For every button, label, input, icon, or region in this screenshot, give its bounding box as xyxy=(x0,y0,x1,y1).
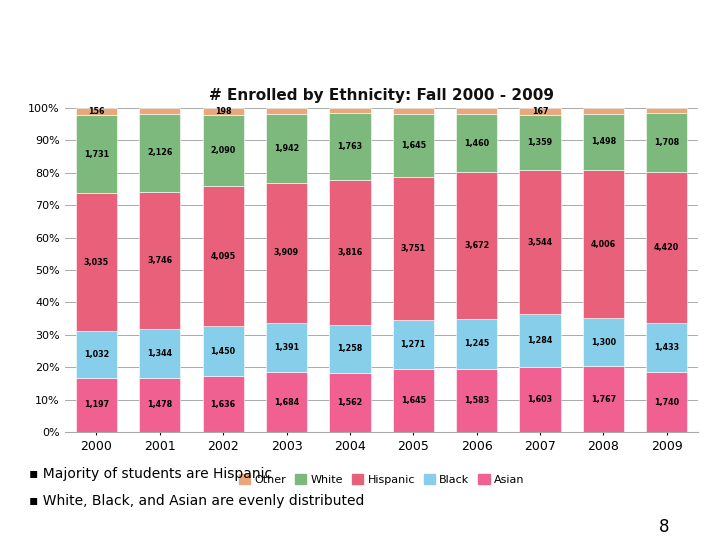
Bar xyxy=(329,325,371,373)
Bar xyxy=(456,369,498,432)
Bar xyxy=(76,193,117,331)
Bar xyxy=(202,376,244,432)
Text: 3,746: 3,746 xyxy=(148,256,172,265)
Text: 1,498: 1,498 xyxy=(590,138,616,146)
Bar xyxy=(139,378,181,432)
Text: 1,478: 1,478 xyxy=(147,401,173,409)
Text: 156: 156 xyxy=(89,107,104,116)
Bar xyxy=(392,321,434,369)
Text: 1,433: 1,433 xyxy=(654,343,679,352)
Bar xyxy=(646,113,688,172)
Bar xyxy=(456,172,498,319)
Text: 1,460: 1,460 xyxy=(464,139,489,147)
Bar xyxy=(456,319,498,369)
Bar xyxy=(139,108,181,114)
Bar xyxy=(139,192,181,329)
Text: 2,126: 2,126 xyxy=(147,148,173,157)
Text: 1,359: 1,359 xyxy=(528,138,552,147)
Bar xyxy=(519,367,561,432)
Text: 1,300: 1,300 xyxy=(591,338,616,347)
Bar xyxy=(582,318,624,367)
Bar xyxy=(329,113,371,180)
Text: 4,006: 4,006 xyxy=(591,240,616,248)
Bar xyxy=(76,115,117,193)
Bar xyxy=(202,186,244,326)
Bar xyxy=(582,170,624,318)
Text: 1,032: 1,032 xyxy=(84,350,109,359)
Bar xyxy=(519,170,561,314)
Bar xyxy=(456,108,498,114)
Bar xyxy=(329,108,371,113)
Bar xyxy=(582,108,624,114)
Bar xyxy=(329,180,371,325)
Text: 1,763: 1,763 xyxy=(338,143,362,151)
Bar xyxy=(202,115,244,186)
Text: 3,035: 3,035 xyxy=(84,258,109,267)
Bar xyxy=(646,372,688,432)
Bar xyxy=(519,115,561,170)
Text: 4,420: 4,420 xyxy=(654,243,680,252)
Text: 3,816: 3,816 xyxy=(337,248,363,257)
Bar xyxy=(139,329,181,378)
Text: 1,708: 1,708 xyxy=(654,138,680,147)
Bar xyxy=(646,172,688,323)
Text: 1,603: 1,603 xyxy=(528,395,552,404)
Text: 8: 8 xyxy=(659,518,670,536)
Text: 1,197: 1,197 xyxy=(84,400,109,409)
Text: 198: 198 xyxy=(215,107,232,116)
Bar xyxy=(646,323,688,372)
Text: 1,284: 1,284 xyxy=(527,336,553,345)
Bar xyxy=(582,114,624,170)
Text: 2,090: 2,090 xyxy=(210,146,236,155)
Text: 1,767: 1,767 xyxy=(591,395,616,404)
Bar xyxy=(266,114,307,184)
Bar xyxy=(392,177,434,321)
Text: 1,740: 1,740 xyxy=(654,397,679,407)
Bar xyxy=(76,378,117,432)
Bar xyxy=(646,108,688,113)
Bar xyxy=(266,108,307,114)
Bar xyxy=(456,114,498,172)
Text: 1,636: 1,636 xyxy=(211,400,235,409)
Text: 1,245: 1,245 xyxy=(464,339,490,348)
Text: Demographics Characteristics: Demographics Characteristics xyxy=(30,22,690,61)
Bar xyxy=(139,114,181,192)
Bar xyxy=(519,108,561,115)
Bar xyxy=(76,331,117,378)
Text: 1,258: 1,258 xyxy=(337,345,363,353)
Text: 167: 167 xyxy=(532,107,548,116)
Bar xyxy=(519,314,561,367)
Text: 1,731: 1,731 xyxy=(84,150,109,159)
Bar xyxy=(582,367,624,432)
Bar xyxy=(392,114,434,177)
Legend: Other, White, Hispanic, Black, Asian: Other, White, Hispanic, Black, Asian xyxy=(234,470,529,489)
Bar xyxy=(329,373,371,432)
Bar xyxy=(392,369,434,432)
Text: ▪ White, Black, and Asian are evenly distributed: ▪ White, Black, and Asian are evenly dis… xyxy=(29,494,364,508)
Text: 1,562: 1,562 xyxy=(337,398,363,407)
Text: 1,645: 1,645 xyxy=(401,141,426,150)
Text: 3,751: 3,751 xyxy=(401,244,426,253)
Title: # Enrolled by Ethnicity: Fall 2000 - 2009: # Enrolled by Ethnicity: Fall 2000 - 200… xyxy=(209,87,554,103)
Bar xyxy=(202,108,244,115)
Text: ▪ Majority of students are Hispanic: ▪ Majority of students are Hispanic xyxy=(29,467,272,481)
Bar xyxy=(266,322,307,372)
Text: 1,271: 1,271 xyxy=(400,340,426,349)
Bar xyxy=(266,184,307,322)
Text: 1,391: 1,391 xyxy=(274,343,299,352)
Text: 4,095: 4,095 xyxy=(211,252,235,261)
Text: 1,942: 1,942 xyxy=(274,144,300,153)
Text: 1,684: 1,684 xyxy=(274,397,300,407)
Text: 1,583: 1,583 xyxy=(464,396,490,405)
Bar xyxy=(76,108,117,115)
Text: 1,450: 1,450 xyxy=(211,347,235,356)
Text: 3,544: 3,544 xyxy=(528,238,552,247)
Bar xyxy=(266,372,307,432)
Text: 1,645: 1,645 xyxy=(401,396,426,405)
Bar xyxy=(202,326,244,376)
Text: 1,344: 1,344 xyxy=(148,349,172,358)
Text: 3,909: 3,909 xyxy=(274,248,299,258)
Bar xyxy=(392,108,434,114)
Text: 3,672: 3,672 xyxy=(464,241,490,250)
